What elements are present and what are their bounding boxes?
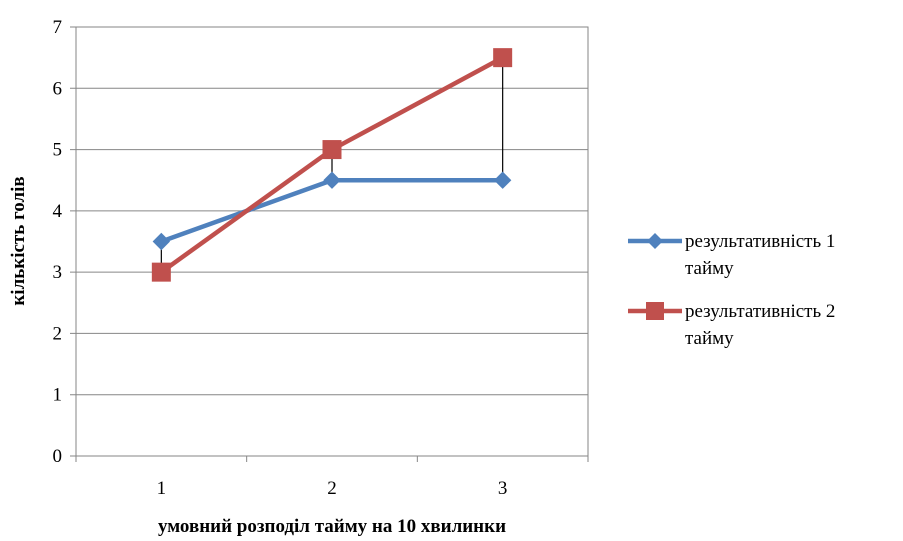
y-axis-tick-labels: 0 1 2 3 4 5 6 7: [53, 17, 63, 467]
y-tick-label: 5: [53, 140, 63, 161]
x-axis-title: умовний розподіл тайму на 10 хвилинки: [158, 516, 506, 537]
x-tick-label: 1: [157, 478, 167, 499]
data-point-marker: [322, 140, 342, 160]
legend-label: результативність 1 тайму: [685, 231, 835, 279]
x-axis-tick-labels: 1 2 3: [157, 478, 508, 499]
y-tick-label: 4: [53, 201, 63, 222]
data-point-marker: [152, 232, 171, 251]
y-tick-label: 0: [53, 446, 63, 467]
legend-swatch-marker: [647, 233, 663, 249]
y-tick-label: 2: [53, 323, 63, 344]
y-tick-label: 1: [53, 385, 63, 406]
data-point-marker: [493, 48, 513, 68]
y-axis-title: кількість голів: [8, 176, 29, 305]
high-low-lines: [160, 57, 504, 273]
legend-item-2: результативність 2 тайму: [628, 301, 835, 349]
series-2: [151, 48, 513, 282]
x-tick-label: 2: [327, 478, 337, 499]
x-tick-label: 3: [498, 478, 508, 499]
y-tick-label: 7: [53, 17, 63, 38]
y-tick-label: 6: [53, 78, 63, 99]
legend-label: результативність 2 тайму: [685, 301, 835, 349]
data-point-marker: [151, 262, 171, 282]
legend-item-1: результативність 1 тайму: [628, 231, 835, 279]
data-point-marker: [323, 171, 341, 189]
series-group: [151, 48, 513, 282]
series-1: [152, 171, 512, 251]
legend: результативність 1 тайму результативність …: [628, 231, 835, 349]
gridlines: [70, 26, 589, 462]
data-point-marker: [493, 171, 512, 189]
y-tick-label: 3: [53, 262, 63, 283]
legend-swatch-marker: [646, 302, 664, 320]
